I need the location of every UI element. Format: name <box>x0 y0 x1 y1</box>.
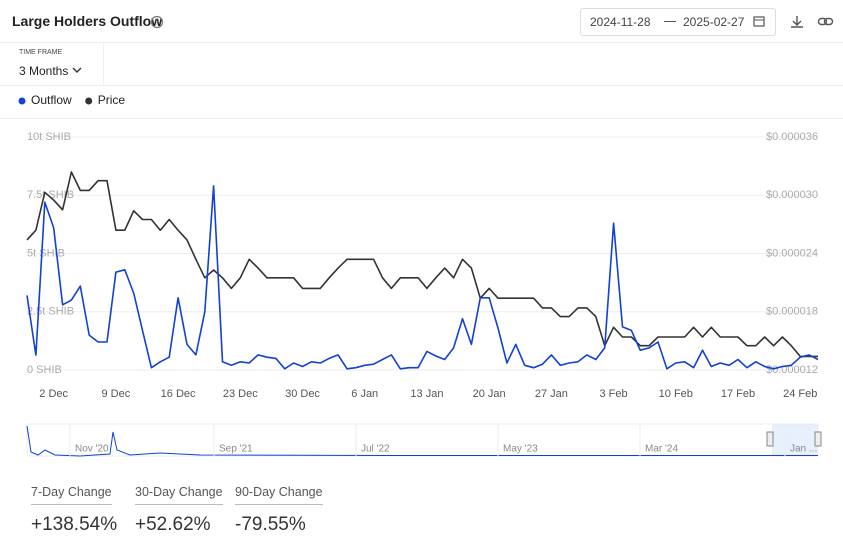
series-line <box>26 171 818 358</box>
stat-label: 30-Day Change <box>135 485 223 505</box>
navigator <box>26 423 819 457</box>
help-icon[interactable]: ? <box>150 15 164 29</box>
date-to: 2025-02-27 <box>683 15 745 29</box>
x-tick-label: 30 Dec <box>285 388 320 400</box>
chart: Outflow Price 0 SHIB 2.5t SHIB 5t SHIB 7.5t S… <box>18 93 822 457</box>
stat-value: +138.54% <box>31 514 118 535</box>
x-tick-label: 2 Dec <box>39 388 68 400</box>
download-icon[interactable] <box>789 14 805 30</box>
time-frame-value: 3 Months <box>19 64 69 78</box>
y2-tick-label: $0.000036 <box>766 131 818 143</box>
y-tick-label: 5t SHIB <box>27 247 65 259</box>
navigator-label: Nov '20 <box>75 444 109 455</box>
date-from: 2024-11-28 <box>590 15 651 29</box>
time-frame[interactable] <box>0 42 104 85</box>
navigator-window[interactable] <box>772 424 818 456</box>
x-tick-label: 17 Feb <box>721 388 755 400</box>
calendar-icon[interactable] <box>752 14 766 28</box>
link-icon[interactable] <box>817 14 835 30</box>
y-tick-label: 2.5t SHIB <box>27 306 74 318</box>
svg-text:?: ? <box>155 18 160 27</box>
stat-label: 7-Day Change <box>31 485 112 505</box>
navigator-line <box>26 425 818 457</box>
navigator-label: Mar '24 <box>645 444 678 455</box>
navigator-label: Jan ... <box>790 444 817 455</box>
navigator-label: May '23 <box>503 444 538 455</box>
x-tick-label: 13 Jan <box>410 388 443 400</box>
y-tick-label: 10t SHIB <box>27 131 71 143</box>
dash <box>664 21 676 22</box>
chevron <box>72 67 82 73</box>
legend-label: Price <box>98 93 126 107</box>
stat-value: -79.55% <box>235 514 306 535</box>
y2-tick-label: $0.000018 <box>766 306 818 318</box>
x-tick-label: 16 Dec <box>161 388 196 400</box>
stat-value: +52.62% <box>135 514 211 535</box>
legend-marker <box>18 97 26 105</box>
x-tick-label: 27 Jan <box>535 388 568 400</box>
time-frame-label: TIME FRAME <box>19 49 63 56</box>
y-tick-label: 7.5t SHIB <box>27 189 74 201</box>
divider <box>0 118 843 119</box>
x-tick-label: 6 Jan <box>351 388 378 400</box>
y2-tick-label: $0.000024 <box>766 247 818 259</box>
legend-marker <box>85 97 93 105</box>
y-tick-label: 0 SHIB <box>27 364 62 376</box>
x-tick-label: 9 Dec <box>102 388 131 400</box>
divider <box>0 42 843 43</box>
series-line <box>26 185 819 370</box>
stat-label: 90-Day Change <box>235 485 323 505</box>
legend-label: Outflow <box>31 93 72 107</box>
y2-tick-label: $0.000030 <box>766 189 818 201</box>
x-tick-label: 23 Dec <box>223 388 258 400</box>
divider <box>0 85 843 86</box>
x-tick-label: 3 Feb <box>600 388 628 400</box>
navigator-label: Jul '22 <box>361 444 390 455</box>
x-tick-label: 10 Feb <box>659 388 693 400</box>
title: Large Holders Outflow <box>12 13 163 29</box>
navigator-label: Sep '21 <box>219 444 253 455</box>
x-tick-label: 20 Jan <box>473 388 506 400</box>
date-range[interactable] <box>580 8 776 36</box>
navigator-handle[interactable] <box>766 431 774 447</box>
navigator-handle[interactable] <box>814 431 822 447</box>
x-tick-label: 24 Feb <box>783 388 817 400</box>
